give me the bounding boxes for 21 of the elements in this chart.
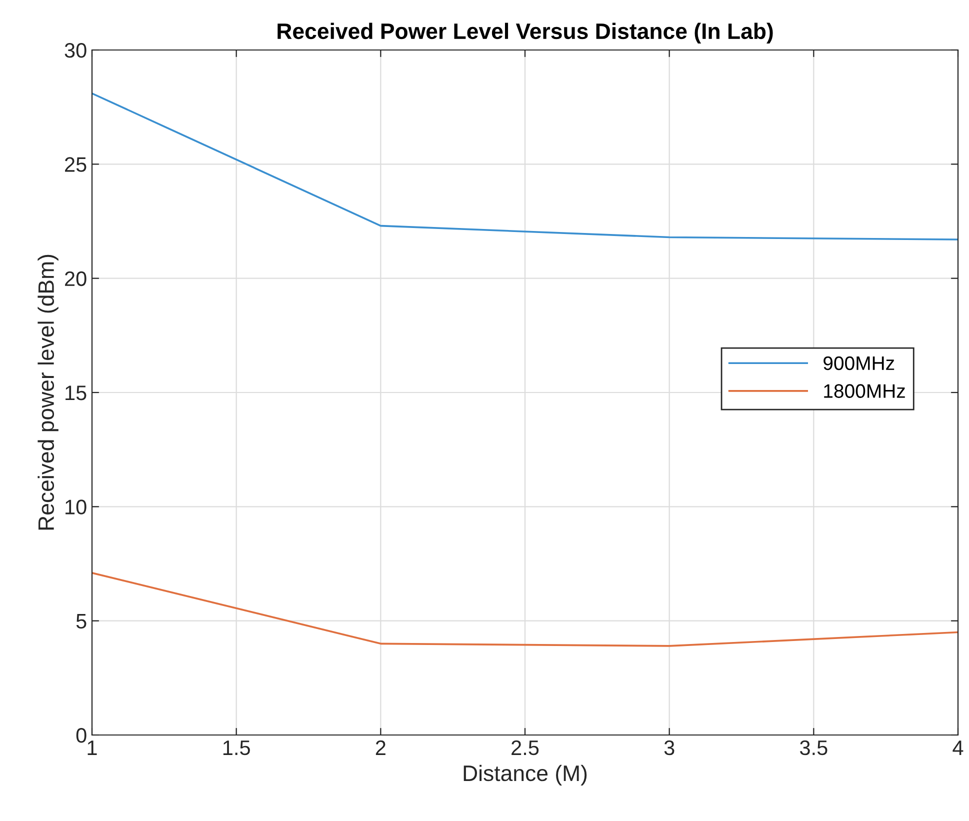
line-series [92,572,958,647]
y-tick-label: 0 [76,728,86,743]
x-tick-label: 2.5 [512,740,539,756]
x-tick-label: 3 [664,740,674,756]
chart-title: Received Power Level Versus Distance (In Lab) [278,22,773,44]
y-tick-label: 30 [64,43,86,58]
legend-label: 1800MHz [824,384,905,398]
y-tick-label: 15 [66,386,86,400]
x-tick-label: 1 [88,740,97,755]
x-tick-label: 3.5 [800,740,828,756]
y-tick-label: 25 [65,157,86,172]
y-axis-title: Received power level (dBm) [38,254,58,530]
line-series [92,92,958,240]
x-tick-label: 4 [952,740,964,755]
x-tick-label: 1.5 [223,740,250,756]
x-tick-label: 2 [376,740,386,755]
legend-label: 900MHz [824,356,894,370]
y-tick-label: 20 [65,271,86,286]
y-tick-label: 10 [66,500,86,514]
x-axis-title: Distance (M) [464,764,587,786]
y-tick-label: 5 [76,614,86,629]
